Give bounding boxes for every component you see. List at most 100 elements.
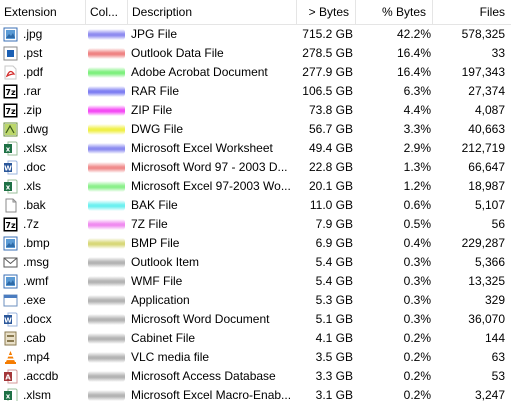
bytes-cell: 5.3 GB [315,293,353,307]
table-row[interactable]: .bak BAK File 11.0 GB 0.6% 5,107 [0,196,511,215]
column-header-description[interactable]: Description [128,0,297,24]
extension-cell: .exe [0,291,85,310]
svg-text:x: x [6,184,11,192]
column-header-extension[interactable]: Extension [0,0,86,24]
extension-label: .exe [23,293,46,307]
color-cell [86,139,127,158]
files-cell: 13,325 [468,274,505,288]
table-row[interactable]: 7z .zip ZIP File 73.8 GB 4.4% 4,087 [0,101,511,120]
excel-icon: x [3,179,18,194]
table-row[interactable]: W .doc Microsoft Word 97 - 2003 D... 22.8 G… [0,158,511,177]
table-row[interactable]: .pdf Adobe Acrobat Document 277.9 GB 16.4% 1… [0,63,511,82]
extension-label: .wmf [23,274,49,288]
color-cell [86,234,127,253]
svg-text:7z: 7z [5,107,16,116]
access-icon: A [3,369,18,384]
extension-label: .7z [23,217,40,231]
column-header-pct-bytes[interactable]: % Bytes [356,0,433,24]
extension-cell: .jpg [0,25,85,44]
table-row[interactable]: .msg Outlook Item 5.4 GB 0.3% 5,366 [0,253,511,272]
table-row[interactable]: 7z .7z 7Z File 7.9 GB 0.5% 56 [0,215,511,234]
description-cell: Application [131,293,190,307]
column-header-files[interactable]: Files [479,5,505,19]
files-cell: 40,663 [468,122,505,136]
pct-bytes-cell: 0.3% [403,312,431,326]
files-cell: 66,647 [468,160,505,174]
color-cell [86,177,127,196]
bytes-cell: 5.4 GB [315,274,353,288]
extension-label: .msg [23,255,50,269]
table-row[interactable]: x .xls Microsoft Excel 97-2003 Wo... 20.1 G… [0,177,511,196]
table-row[interactable]: .pst Outlook Data File 278.5 GB 16.4% 33 [0,44,511,63]
pct-bytes-cell: 2.9% [403,141,431,155]
table-row[interactable]: x .xlsx Microsoft Excel Worksheet 49.4 GB 2.… [0,139,511,158]
files-cell: 212,719 [461,141,505,155]
bytes-cell: 3.5 GB [315,350,353,364]
files-cell: 53 [491,369,505,383]
svg-text:W: W [4,317,12,325]
color-cell [86,82,127,101]
bytes-cell: 7.9 GB [315,217,353,231]
pdf-icon [3,65,18,80]
table-row[interactable]: .wmf WMF File 5.4 GB 0.3% 13,325 [0,272,511,291]
description-cell: DWG File [131,122,183,136]
extension-cell: x .xlsm [0,386,85,401]
excel-icon: x [3,141,18,156]
pct-bytes-cell: 1.3% [403,160,431,174]
extension-label: .xls [23,179,41,193]
files-cell: 27,374 [468,84,505,98]
table-row[interactable]: 7z .rar RAR File 106.5 GB 6.3% 27,374 [0,82,511,101]
extension-label: .docx [23,312,52,326]
extension-cell: 7z .zip [0,101,85,120]
extension-cell: .cab [0,329,85,348]
color-cell [86,310,127,329]
table-row[interactable]: x .xlsm Microsoft Excel Macro-Enab... 3.1 G… [0,386,511,401]
extension-cell: 7z .7z [0,215,85,234]
pct-bytes-cell: 6.3% [403,84,431,98]
table-header: Extension Col... Description > Bytes % B… [0,0,511,25]
extension-cell: .dwg [0,120,85,139]
extension-label: .jpg [23,27,43,41]
table-row[interactable]: .jpg JPG File 715.2 GB 42.2% 578,325 [0,25,511,44]
table-row[interactable]: .bmp BMP File 6.9 GB 0.4% 229,287 [0,234,511,253]
extension-cell: x .xls [0,177,85,196]
vlc-icon [3,350,18,365]
description-cell: Microsoft Word Document [131,312,270,326]
color-cell [86,196,127,215]
description-cell: Microsoft Word 97 - 2003 D... [131,160,288,174]
svg-text:W: W [4,165,12,173]
color-cell [86,120,127,139]
color-swatch [88,200,125,211]
extension-cell: W .docx [0,310,85,329]
bytes-cell: 22.8 GB [308,160,353,174]
color-swatch [88,390,125,401]
pct-bytes-cell: 4.4% [403,103,431,117]
table-row[interactable]: .dwg DWG File 56.7 GB 3.3% 40,663 [0,120,511,139]
column-header-color[interactable]: Col... [86,0,128,24]
color-cell [86,101,127,120]
extension-cell: .msg [0,253,85,272]
archive-7z-icon: 7z [3,103,18,118]
extension-cell: .pdf [0,63,85,82]
table-row[interactable]: .cab Cabinet File 4.1 GB 0.2% 144 [0,329,511,348]
table-row[interactable]: .exe Application 5.3 GB 0.3% 329 [0,291,511,310]
pct-bytes-cell: 1.2% [403,179,431,193]
pct-bytes-cell: 0.3% [403,255,431,269]
table-row[interactable]: W .docx Microsoft Word Document 5.1 GB 0.3% 3… [0,310,511,329]
column-header-bytes[interactable]: > Bytes [297,0,356,24]
application-icon [3,293,18,308]
color-cell [86,158,127,177]
table-row[interactable]: A .accdb Microsoft Access Database 3.3 GB 0.… [0,367,511,386]
dwg-file-icon [3,122,18,137]
color-swatch [88,29,125,40]
svg-text:7z: 7z [5,221,16,230]
color-cell [86,63,127,82]
pct-bytes-cell: 0.2% [403,331,431,345]
table-row[interactable]: .mp4 VLC media file 3.5 GB 0.2% 63 [0,348,511,367]
bytes-cell: 106.5 GB [302,84,353,98]
extension-cell: .mp4 [0,348,85,367]
extension-cell: W .doc [0,158,85,177]
color-swatch [88,238,125,249]
files-cell: 144 [484,331,505,345]
blank-file-icon [3,198,18,213]
